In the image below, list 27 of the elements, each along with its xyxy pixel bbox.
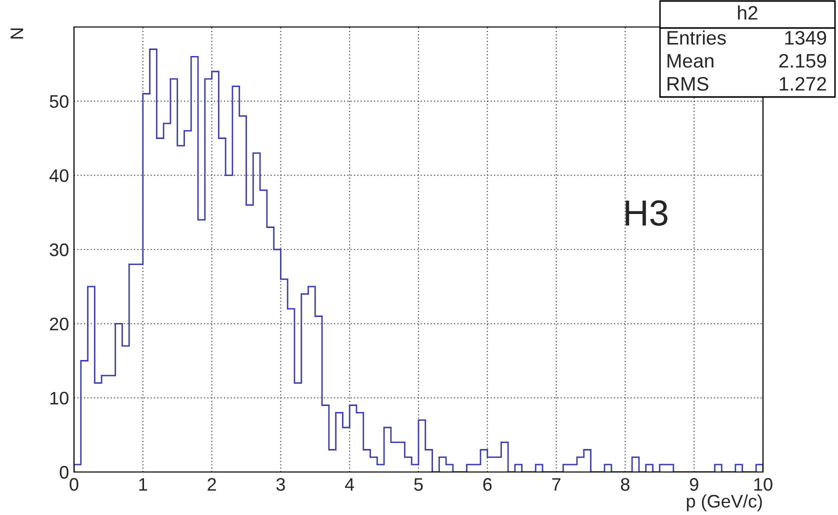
text: 1349 (785, 30, 826, 45)
y-tick-label: 0 (60, 466, 68, 479)
x-tick-label: 2 (208, 478, 216, 491)
x-tick-label: 3 (276, 478, 285, 491)
x-tick-label: 10 (754, 478, 772, 491)
y-tick-label: 40 (49, 169, 68, 182)
x-tick-label: 0 (70, 478, 78, 491)
annotation: Entries (668, 30, 726, 45)
x-tick-label: 8 (620, 478, 630, 491)
y-tick-label: 20 (50, 318, 68, 330)
text: h2 (738, 5, 758, 20)
annotation: Mean (668, 54, 714, 68)
x-tick-label: 9 (690, 478, 698, 491)
annotation: H3 (626, 200, 668, 226)
y-tick-label: 30 (50, 243, 68, 256)
x-tick-label: 1 (139, 478, 148, 491)
y-tick-label: 50 (50, 95, 68, 108)
text: 1.272 (780, 76, 826, 91)
y-axis-title: N (10, 28, 24, 39)
x-tick-label: 6 (483, 478, 492, 491)
x-tick-label: 4 (344, 478, 354, 491)
x-axis-title: p (GeV/c) (686, 494, 762, 512)
annotation: RMS (668, 76, 708, 91)
y-tick-label: 10 (50, 392, 68, 405)
x-tick-label: 5 (414, 478, 423, 491)
x-tick-label: 7 (552, 478, 560, 491)
text: 2.159 (779, 54, 826, 68)
